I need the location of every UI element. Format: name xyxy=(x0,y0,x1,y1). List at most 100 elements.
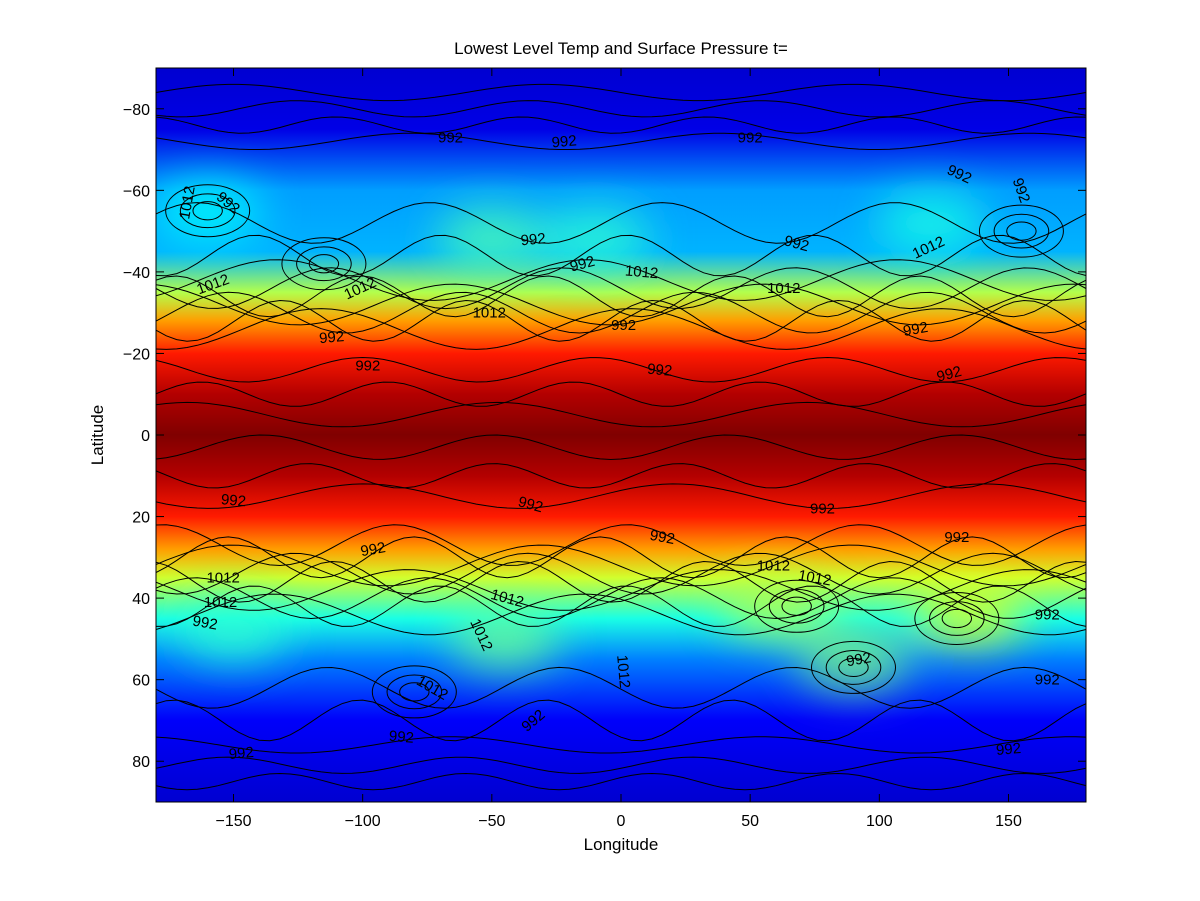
pressure-contour-line xyxy=(156,100,1086,118)
pressure-contour-line xyxy=(156,699,1086,742)
contour-label: 992 xyxy=(845,649,873,670)
y-tick-label: 0 xyxy=(141,428,150,445)
x-tick-label: 0 xyxy=(617,813,626,830)
contour-label: 992 xyxy=(319,328,345,347)
pressure-contour-ring xyxy=(371,665,457,719)
temperature-heatmap xyxy=(156,68,1086,802)
pressure-contour-line xyxy=(156,356,1086,383)
pressure-contour-ring xyxy=(165,184,251,238)
contour-label: 992 xyxy=(355,358,380,375)
pressure-contour-ring xyxy=(941,608,973,629)
contour-label: 992 xyxy=(995,740,1021,759)
pressure-contour-line xyxy=(156,666,1086,709)
contour-label: 992 xyxy=(359,539,387,560)
pressure-contour-ring xyxy=(838,657,869,678)
pressure-contour-ring xyxy=(929,601,985,636)
pressure-contour-line xyxy=(156,585,1086,627)
pressure-contour-line xyxy=(156,275,1086,318)
contour-label: 1012 xyxy=(624,262,659,282)
contour-label: 992 xyxy=(388,728,414,747)
contour-label: 992 xyxy=(935,363,964,386)
x-tick-label: −150 xyxy=(215,813,251,830)
contour-label: 992 xyxy=(944,529,969,546)
contour-label: 992 xyxy=(516,493,545,516)
contour-label: 992 xyxy=(191,613,219,634)
contour-label: 1012 xyxy=(206,570,239,587)
pressure-contour-line xyxy=(156,756,1086,774)
pressure-contour-line xyxy=(156,116,1086,134)
contour-label: 1012 xyxy=(613,654,633,689)
contour-label: 1012 xyxy=(204,594,237,611)
pressure-contour-line xyxy=(156,132,1086,150)
x-tick-label: −50 xyxy=(478,813,505,830)
pressure-contour-line xyxy=(156,83,1086,102)
x-tick-label: 100 xyxy=(866,813,893,830)
temperature-anomaly xyxy=(540,209,651,270)
pressure-contour-ring xyxy=(825,650,882,685)
pressure-contour-ring xyxy=(386,674,443,710)
contour-label: 1012 xyxy=(176,185,199,221)
pressure-contour-ring xyxy=(914,592,1000,645)
contour-label: 992 xyxy=(646,361,672,380)
y-tick-label: −60 xyxy=(123,183,150,200)
temperature-anomaly xyxy=(449,608,560,669)
x-tick-label: 150 xyxy=(995,813,1022,830)
pressure-contour-ring xyxy=(281,237,367,291)
pressure-contour-ring xyxy=(768,588,825,624)
contour-label: 992 xyxy=(520,230,546,249)
y-tick-label: 20 xyxy=(132,510,150,527)
temperature-anomaly-layer xyxy=(156,180,1025,690)
contour-label: 992 xyxy=(902,319,930,340)
temperature-anomaly xyxy=(876,192,986,253)
pressure-contour-line xyxy=(156,267,1086,310)
y-tick-label: 80 xyxy=(132,754,150,771)
contour-label: 992 xyxy=(810,500,835,517)
y-axis: −80 −60 −40 −20 0 20 40 60 80 xyxy=(123,102,1086,771)
contour-label: 992 xyxy=(611,317,636,334)
pressure-contour-line xyxy=(156,401,1086,428)
pressure-contour-line xyxy=(156,577,1086,620)
contour-label: 992 xyxy=(438,129,463,146)
pressure-contour-ring xyxy=(993,213,1050,249)
y-tick-label: −80 xyxy=(123,102,150,119)
temperature-anomaly xyxy=(798,629,909,690)
x-tick-label: 50 xyxy=(741,813,759,830)
pressure-contour-line xyxy=(156,536,1086,579)
pressure-contour-line xyxy=(156,524,1086,567)
y-tick-label: 40 xyxy=(132,591,150,608)
y-tick-label: 60 xyxy=(132,673,150,690)
temperature-anomaly xyxy=(178,600,289,661)
contour-label: 1012 xyxy=(757,557,790,574)
contour-label: 992 xyxy=(1035,606,1060,623)
temperature-anomaly xyxy=(436,209,547,270)
pressure-contour-line xyxy=(156,308,1086,350)
pressure-contour-line xyxy=(156,259,1086,301)
y-tick-label: −20 xyxy=(123,346,150,363)
contour-label: 1012 xyxy=(797,567,833,590)
pressure-contour-ring xyxy=(192,201,223,221)
pressure-contour-ring xyxy=(399,682,430,702)
pressure-contour-line xyxy=(156,772,1086,791)
pressure-contour-line xyxy=(156,234,1086,277)
pressure-contour-ring xyxy=(781,596,812,616)
pressure-contour-line xyxy=(156,291,1086,334)
pressure-contour-ring xyxy=(1006,221,1037,241)
temperature-anomaly xyxy=(721,576,831,637)
pressure-contour-line xyxy=(156,560,1086,603)
pressure-contour-line xyxy=(156,544,1086,587)
pressure-contour-line xyxy=(156,381,1086,407)
chart-title: Lowest Level Temp and Surface Pressure t… xyxy=(454,39,788,58)
contour-label: 992 xyxy=(228,744,254,763)
contour-label: 992 xyxy=(220,491,246,510)
pressure-contour-ring xyxy=(754,579,840,633)
contour-label: 992 xyxy=(648,527,676,548)
contour-label: 992 xyxy=(782,232,811,255)
pressure-contour-line xyxy=(156,483,1086,509)
contour-label: 992 xyxy=(1035,672,1060,689)
contour-label: 992 xyxy=(738,129,763,146)
pressure-contour-line xyxy=(156,593,1086,636)
pressure-contour-line xyxy=(156,202,1086,244)
y-tick-label: −40 xyxy=(123,265,150,282)
contour-label: 992 xyxy=(568,253,597,276)
pressure-contour-line xyxy=(156,434,1086,461)
